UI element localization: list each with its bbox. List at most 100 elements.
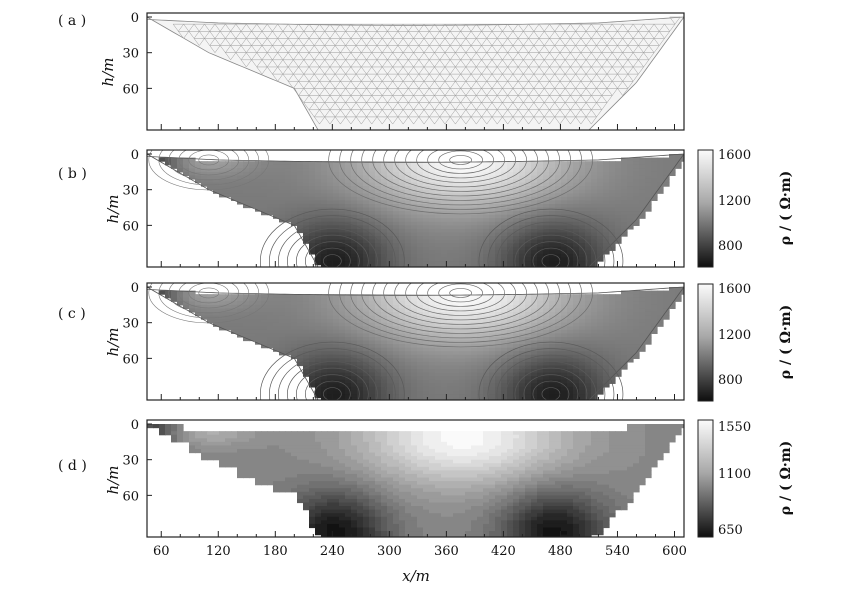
field-cell [507,211,514,216]
field-cell [297,196,304,201]
field-cell [405,175,412,180]
field-cell [465,297,472,302]
field-cell [345,434,352,439]
field-cell [339,232,346,237]
field-cell [387,161,394,166]
field-cell [255,445,262,450]
field-cell [291,178,298,184]
field-cell [603,383,610,388]
field-cell [585,228,592,234]
field-cell [177,427,184,432]
isoline [372,283,549,330]
field-cell [375,301,382,306]
field-cell [237,322,244,327]
field-cell [573,340,580,345]
field-cell [357,456,364,461]
field-cell [297,329,304,334]
field-cell [291,182,298,187]
field-cell [639,297,646,302]
panel-label-b: ( b ) [58,166,87,182]
field-cell [441,336,448,342]
field-cell [513,301,520,306]
field-cell [411,386,418,392]
field-cell [399,322,406,327]
field-cell [483,301,490,306]
field-cell [615,218,622,223]
field-cell [255,315,262,320]
field-cell [183,434,190,439]
field-cell [387,333,394,338]
field-cell [267,481,274,486]
field-cell [393,365,400,370]
field-cell [471,232,478,237]
field-cell [375,506,382,511]
field-cell [417,261,424,266]
field-cell [315,502,322,507]
field-cell [495,207,502,212]
field-cell [663,182,670,187]
field-cell [519,301,526,306]
field-cell [621,308,628,313]
field-cell [303,186,310,191]
isoline [478,341,624,400]
field-cell [471,211,478,216]
field-cell [321,329,328,334]
field-cell [561,171,568,177]
field-cell [375,397,382,400]
field-cell [447,261,454,266]
field-cell [345,236,352,241]
plot-frame-c [146,282,685,401]
field-cell [489,253,496,259]
field-cell [675,287,682,292]
field-cell [405,257,412,262]
field-cell [501,253,508,259]
field-cell [363,301,370,306]
field-cell [405,431,412,436]
field-cell [549,253,556,259]
field-cell [183,161,190,166]
field-cell [207,431,214,436]
field-cell [243,308,250,313]
field-cell [525,207,532,212]
field-cell [309,168,316,173]
field-cell [381,354,388,359]
field-cell [405,336,412,342]
field-cell [567,168,574,173]
field-cell [231,329,238,334]
field-cell [417,369,424,374]
field-cell [327,452,334,457]
field-cell [327,261,334,266]
field-cell [465,351,472,356]
field-cell [357,498,364,504]
field-cell [471,390,478,395]
field-cell [333,498,340,504]
field-cell [273,470,280,475]
field-cell [555,386,562,392]
field-cell [519,196,526,201]
field-cell [357,354,364,359]
field-cell [609,365,616,370]
field-cell [339,459,346,464]
field-cell [387,228,394,234]
field-cell [381,207,388,212]
field-cell [369,243,376,248]
field-cell [387,171,394,177]
field-cell [603,178,610,184]
field-cell [333,304,340,310]
field-cell [567,390,574,395]
field-cell [417,527,424,532]
field-cell [219,322,226,327]
field-cell [387,534,394,537]
field-cell [423,239,430,244]
field-cell [501,386,508,392]
field-cell [273,488,280,493]
field-cell [489,161,496,166]
field-cell [513,369,520,374]
field-cell [195,164,202,169]
field-cell [639,157,646,162]
field-cell [489,214,496,219]
field-cell [645,294,652,299]
field-cell [243,445,250,450]
field-cell [519,383,526,388]
field-cell [447,243,454,248]
